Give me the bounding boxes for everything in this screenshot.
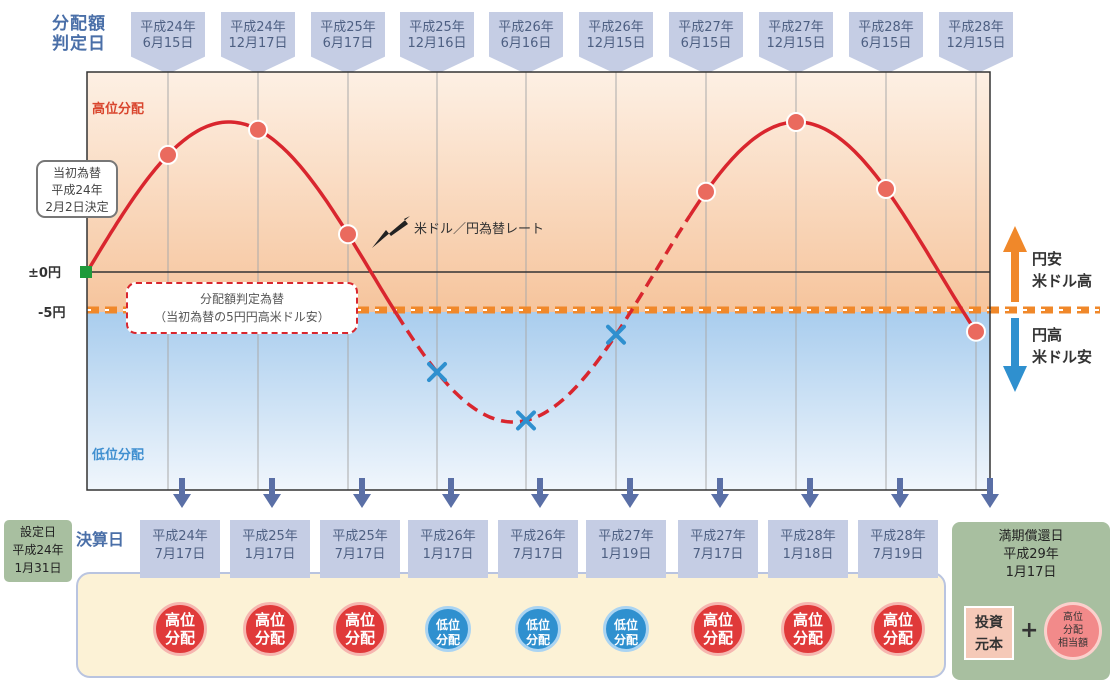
low-zone bbox=[87, 312, 990, 490]
down-arrow-connector bbox=[531, 478, 549, 508]
rate-label-arrow bbox=[372, 216, 410, 248]
minus5-level-label: -5円 bbox=[38, 306, 66, 321]
low-distribution-badge: 低位 分配 bbox=[515, 606, 561, 652]
settlement-date-box: 平成24年 7月17日 bbox=[140, 520, 220, 578]
low-distribution-badge: 低位 分配 bbox=[425, 606, 471, 652]
high-distribution-badge: 高位 分配 bbox=[871, 602, 925, 656]
judgment-date-tag: 平成24年 6月15日 bbox=[131, 12, 205, 74]
high-point-marker bbox=[158, 144, 178, 165]
zero-level-label: ±0円 bbox=[28, 266, 61, 281]
high-point-marker bbox=[338, 224, 358, 245]
judgment-date-heading: 分配額 判定日 bbox=[52, 14, 106, 54]
plus-sign: + bbox=[1020, 618, 1039, 643]
down-arrow-connector bbox=[173, 478, 191, 508]
low-point-marker bbox=[427, 362, 447, 383]
initial-rate-note: 当初為替 平成24年 2月2日決定 bbox=[36, 160, 118, 218]
rate-line-label: 米ドル／円為替レート bbox=[414, 222, 545, 237]
settlement-date-box: 平成25年 1月17日 bbox=[230, 520, 310, 578]
settlement-date-box: 平成27年 7月17日 bbox=[678, 520, 758, 578]
set-date-box: 設定日 平成24年 1月31日 bbox=[4, 520, 72, 582]
judgment-date-tag: 平成27年 12月15日 bbox=[759, 12, 833, 74]
high-zone-label: 高位分配 bbox=[92, 102, 145, 117]
judgment-date-tag: 平成27年 6月15日 bbox=[669, 12, 743, 74]
threshold-note: 分配額判定為替 （当初為替の5円円高米ドル安） bbox=[126, 282, 358, 334]
down-arrow-connector bbox=[981, 478, 999, 508]
principal-box: 投資 元本 bbox=[964, 606, 1014, 660]
judgment-date-tag: 平成26年 12月15日 bbox=[579, 12, 653, 74]
judgment-date-tag: 平成28年 12月15日 bbox=[939, 12, 1013, 74]
rate-curve-low-segment bbox=[395, 214, 692, 424]
rate-curve-high-end bbox=[688, 120, 978, 333]
judgment-date-tag: 平成24年 12月17日 bbox=[221, 12, 295, 74]
high-distribution-badge: 高位 分配 bbox=[243, 602, 297, 656]
up-arrow-icon bbox=[1003, 226, 1027, 302]
high-zone bbox=[87, 72, 990, 312]
low-zone-label: 低位分配 bbox=[92, 448, 145, 463]
yen-weak-label: 円安 米ドル高 bbox=[1032, 250, 1093, 290]
down-arrow-connector bbox=[442, 478, 460, 508]
high-distribution-badge: 高位 分配 bbox=[153, 602, 207, 656]
low-point-marker bbox=[516, 410, 536, 431]
down-arrow-connector bbox=[621, 478, 639, 508]
high-distribution-badge: 高位 分配 bbox=[781, 602, 835, 656]
low-distribution-badge: 低位 分配 bbox=[603, 606, 649, 652]
final-distribution-badge: 高位 分配 相当額 bbox=[1044, 602, 1102, 660]
settlement-heading: 決算日 bbox=[76, 530, 125, 549]
high-distribution-badge: 高位 分配 bbox=[691, 602, 745, 656]
judgment-date-tag: 平成26年 6月16日 bbox=[489, 12, 563, 74]
high-point-marker bbox=[786, 112, 806, 132]
down-arrow-connector bbox=[353, 478, 371, 508]
down-arrow-connector bbox=[891, 478, 909, 508]
high-point-marker bbox=[966, 321, 986, 342]
down-arrow-connector bbox=[711, 478, 729, 508]
high-point-marker bbox=[696, 181, 716, 202]
high-point-marker bbox=[876, 179, 896, 199]
down-arrow-connector bbox=[263, 478, 281, 508]
settlement-date-box: 平成26年 1月17日 bbox=[408, 520, 488, 578]
yen-strong-label: 円高 米ドル安 bbox=[1032, 326, 1093, 366]
judgment-date-tag: 平成25年 6月17日 bbox=[311, 12, 385, 74]
settlement-date-box: 平成28年 7月19日 bbox=[858, 520, 938, 578]
settlement-date-box: 平成26年 7月17日 bbox=[498, 520, 578, 578]
judgment-date-tag: 平成25年 12月16日 bbox=[400, 12, 474, 74]
initial-rate-marker bbox=[80, 266, 92, 278]
down-arrow-icon bbox=[1003, 318, 1027, 392]
high-distribution-badge: 高位 分配 bbox=[333, 602, 387, 656]
judgment-date-tag: 平成28年 6月15日 bbox=[849, 12, 923, 74]
down-arrow-connector bbox=[801, 478, 819, 508]
high-point-marker bbox=[248, 119, 268, 140]
settlement-date-box: 平成27年 1月19日 bbox=[586, 520, 666, 578]
low-point-marker bbox=[606, 324, 626, 345]
settlement-date-box: 平成28年 1月18日 bbox=[768, 520, 848, 578]
settlement-date-box: 平成25年 7月17日 bbox=[320, 520, 400, 578]
maturity-box: 満期償還日 平成29年 1月17日 投資 元本 + 高位 分配 相当額 bbox=[952, 522, 1110, 680]
